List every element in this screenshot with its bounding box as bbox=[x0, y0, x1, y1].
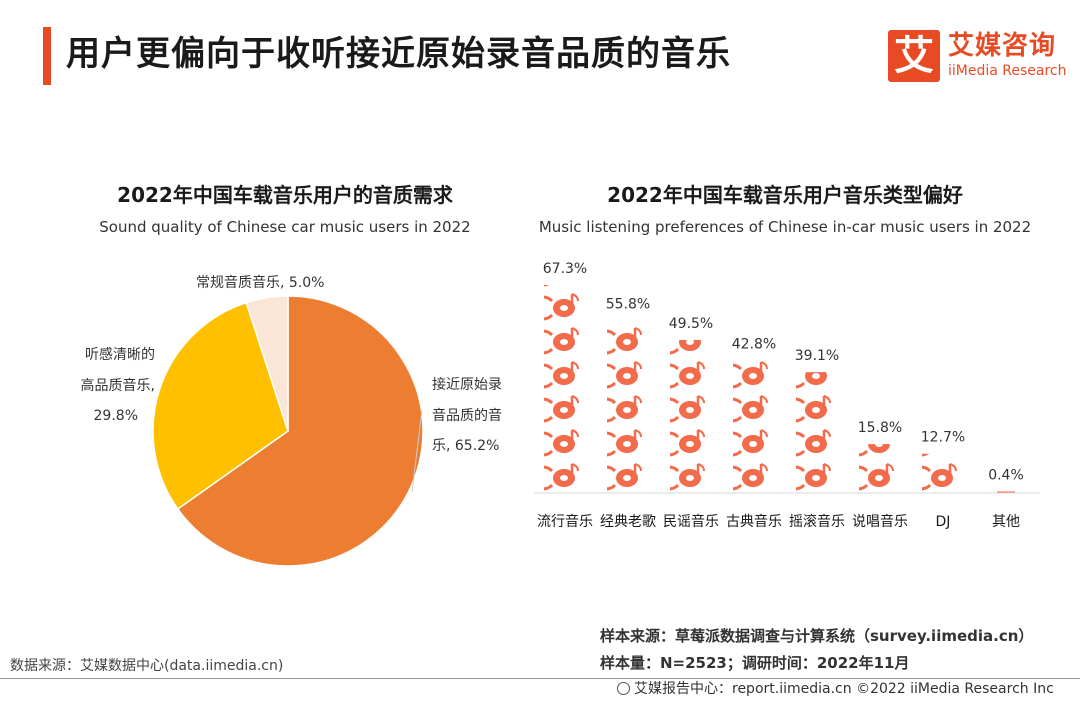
bar-category-label-3: 民谣音乐 bbox=[663, 513, 719, 530]
bar-5 bbox=[796, 372, 832, 491]
page-title: 用户更偏向于收听接近原始录音品质的音乐 bbox=[66, 34, 731, 74]
pie-label-hq-line3: 29.8% bbox=[94, 408, 138, 424]
title-accent-bar bbox=[43, 27, 51, 85]
bar-category-label-4: 古典音乐 bbox=[726, 513, 782, 530]
bar-value-label-1: 67.3% bbox=[543, 261, 587, 277]
logo-mark: 艾 bbox=[888, 30, 940, 82]
pie-slice-1 bbox=[176, 295, 424, 567]
footer-divider bbox=[0, 678, 1080, 679]
bar-chart: 67.3% 流行音乐 55.8% 经典老歌 49.5% 民谣音乐 42.8% 古典音乐 39.1… bbox=[534, 261, 1040, 530]
bar-value-label-4: 42.8% bbox=[732, 337, 776, 353]
bar-category-label-5: 摇滚音乐 bbox=[789, 513, 845, 530]
bar-3 bbox=[670, 340, 706, 491]
pie-leader-line-main bbox=[411, 409, 423, 493]
logo-chinese-name: 艾媒咨询 bbox=[948, 31, 1057, 61]
bar-category-label-8: 其他 bbox=[992, 514, 1020, 530]
pie-chart-title: 2022年中国车载音乐用户的音质需求 bbox=[117, 183, 453, 207]
bar-4 bbox=[733, 360, 769, 491]
bar-chart-subtitle: Music listening preferences of Chinese i… bbox=[538, 218, 1032, 236]
globe-icon bbox=[617, 682, 630, 695]
sample-size-note: 样本量：N=2523；调研时间：2022年11月 bbox=[600, 654, 910, 672]
pie-label-main-line2: 音品质的音 bbox=[432, 407, 502, 424]
bar-6 bbox=[859, 444, 895, 491]
bar-value-label-3: 49.5% bbox=[669, 316, 713, 332]
pie-label-hq-line1: 听感清晰的 bbox=[85, 346, 155, 363]
pie-label-main-line3: 乐, 65.2% bbox=[432, 438, 499, 454]
iimedia-logo: 艾 艾媒咨询 iiMedia Research bbox=[888, 30, 1067, 82]
bar-2 bbox=[607, 326, 643, 491]
sample-source-note: 样本来源：草莓派数据调查与计算系统（survey.iimedia.cn） bbox=[600, 627, 1034, 645]
bar-value-label-5: 39.1% bbox=[795, 348, 839, 364]
pie-chart-subtitle: Sound quality of Chinese car music users… bbox=[99, 218, 471, 236]
logo-english-name: iiMedia Research bbox=[948, 63, 1067, 79]
bar-category-label-6: 说唱音乐 bbox=[852, 513, 908, 530]
pie-slice-3 bbox=[245, 295, 289, 432]
bar-7 bbox=[922, 453, 958, 491]
pie-label-main-line1: 接近原始录 bbox=[432, 376, 502, 393]
report-center-text: 艾媒报告中心：report.iimedia.cn ©2022 iiMedia R… bbox=[634, 681, 1054, 697]
bar-value-label-6: 15.8% bbox=[858, 420, 902, 436]
pie-chart: 接近原始录 音品质的音 乐, 65.2% 听感清晰的 高品质音乐, 29.8% … bbox=[81, 274, 502, 567]
bar-8 bbox=[997, 491, 1015, 493]
bar-chart-title: 2022年中国车载音乐用户音乐类型偏好 bbox=[607, 183, 963, 207]
pie-slice-2 bbox=[152, 301, 289, 511]
bar-1 bbox=[544, 285, 580, 491]
report-center-note: 艾媒报告中心：report.iimedia.cn ©2022 iiMedia R… bbox=[617, 680, 1054, 698]
bar-category-label-1: 流行音乐 bbox=[537, 513, 593, 530]
pie-label-regular: 常规音质音乐, 5.0% bbox=[196, 274, 324, 291]
bar-value-label-2: 55.8% bbox=[606, 297, 650, 313]
bar-category-label-2: 经典老歌 bbox=[600, 514, 656, 530]
pie-label-hq-line2: 高品质音乐, bbox=[81, 377, 155, 394]
data-source-note: 数据来源：艾媒数据中心(data.iimedia.cn) bbox=[10, 658, 284, 674]
bar-value-label-7: 12.7% bbox=[921, 430, 965, 446]
bar-category-label-7: DJ bbox=[936, 514, 951, 530]
bar-value-label-8: 0.4% bbox=[988, 468, 1024, 484]
